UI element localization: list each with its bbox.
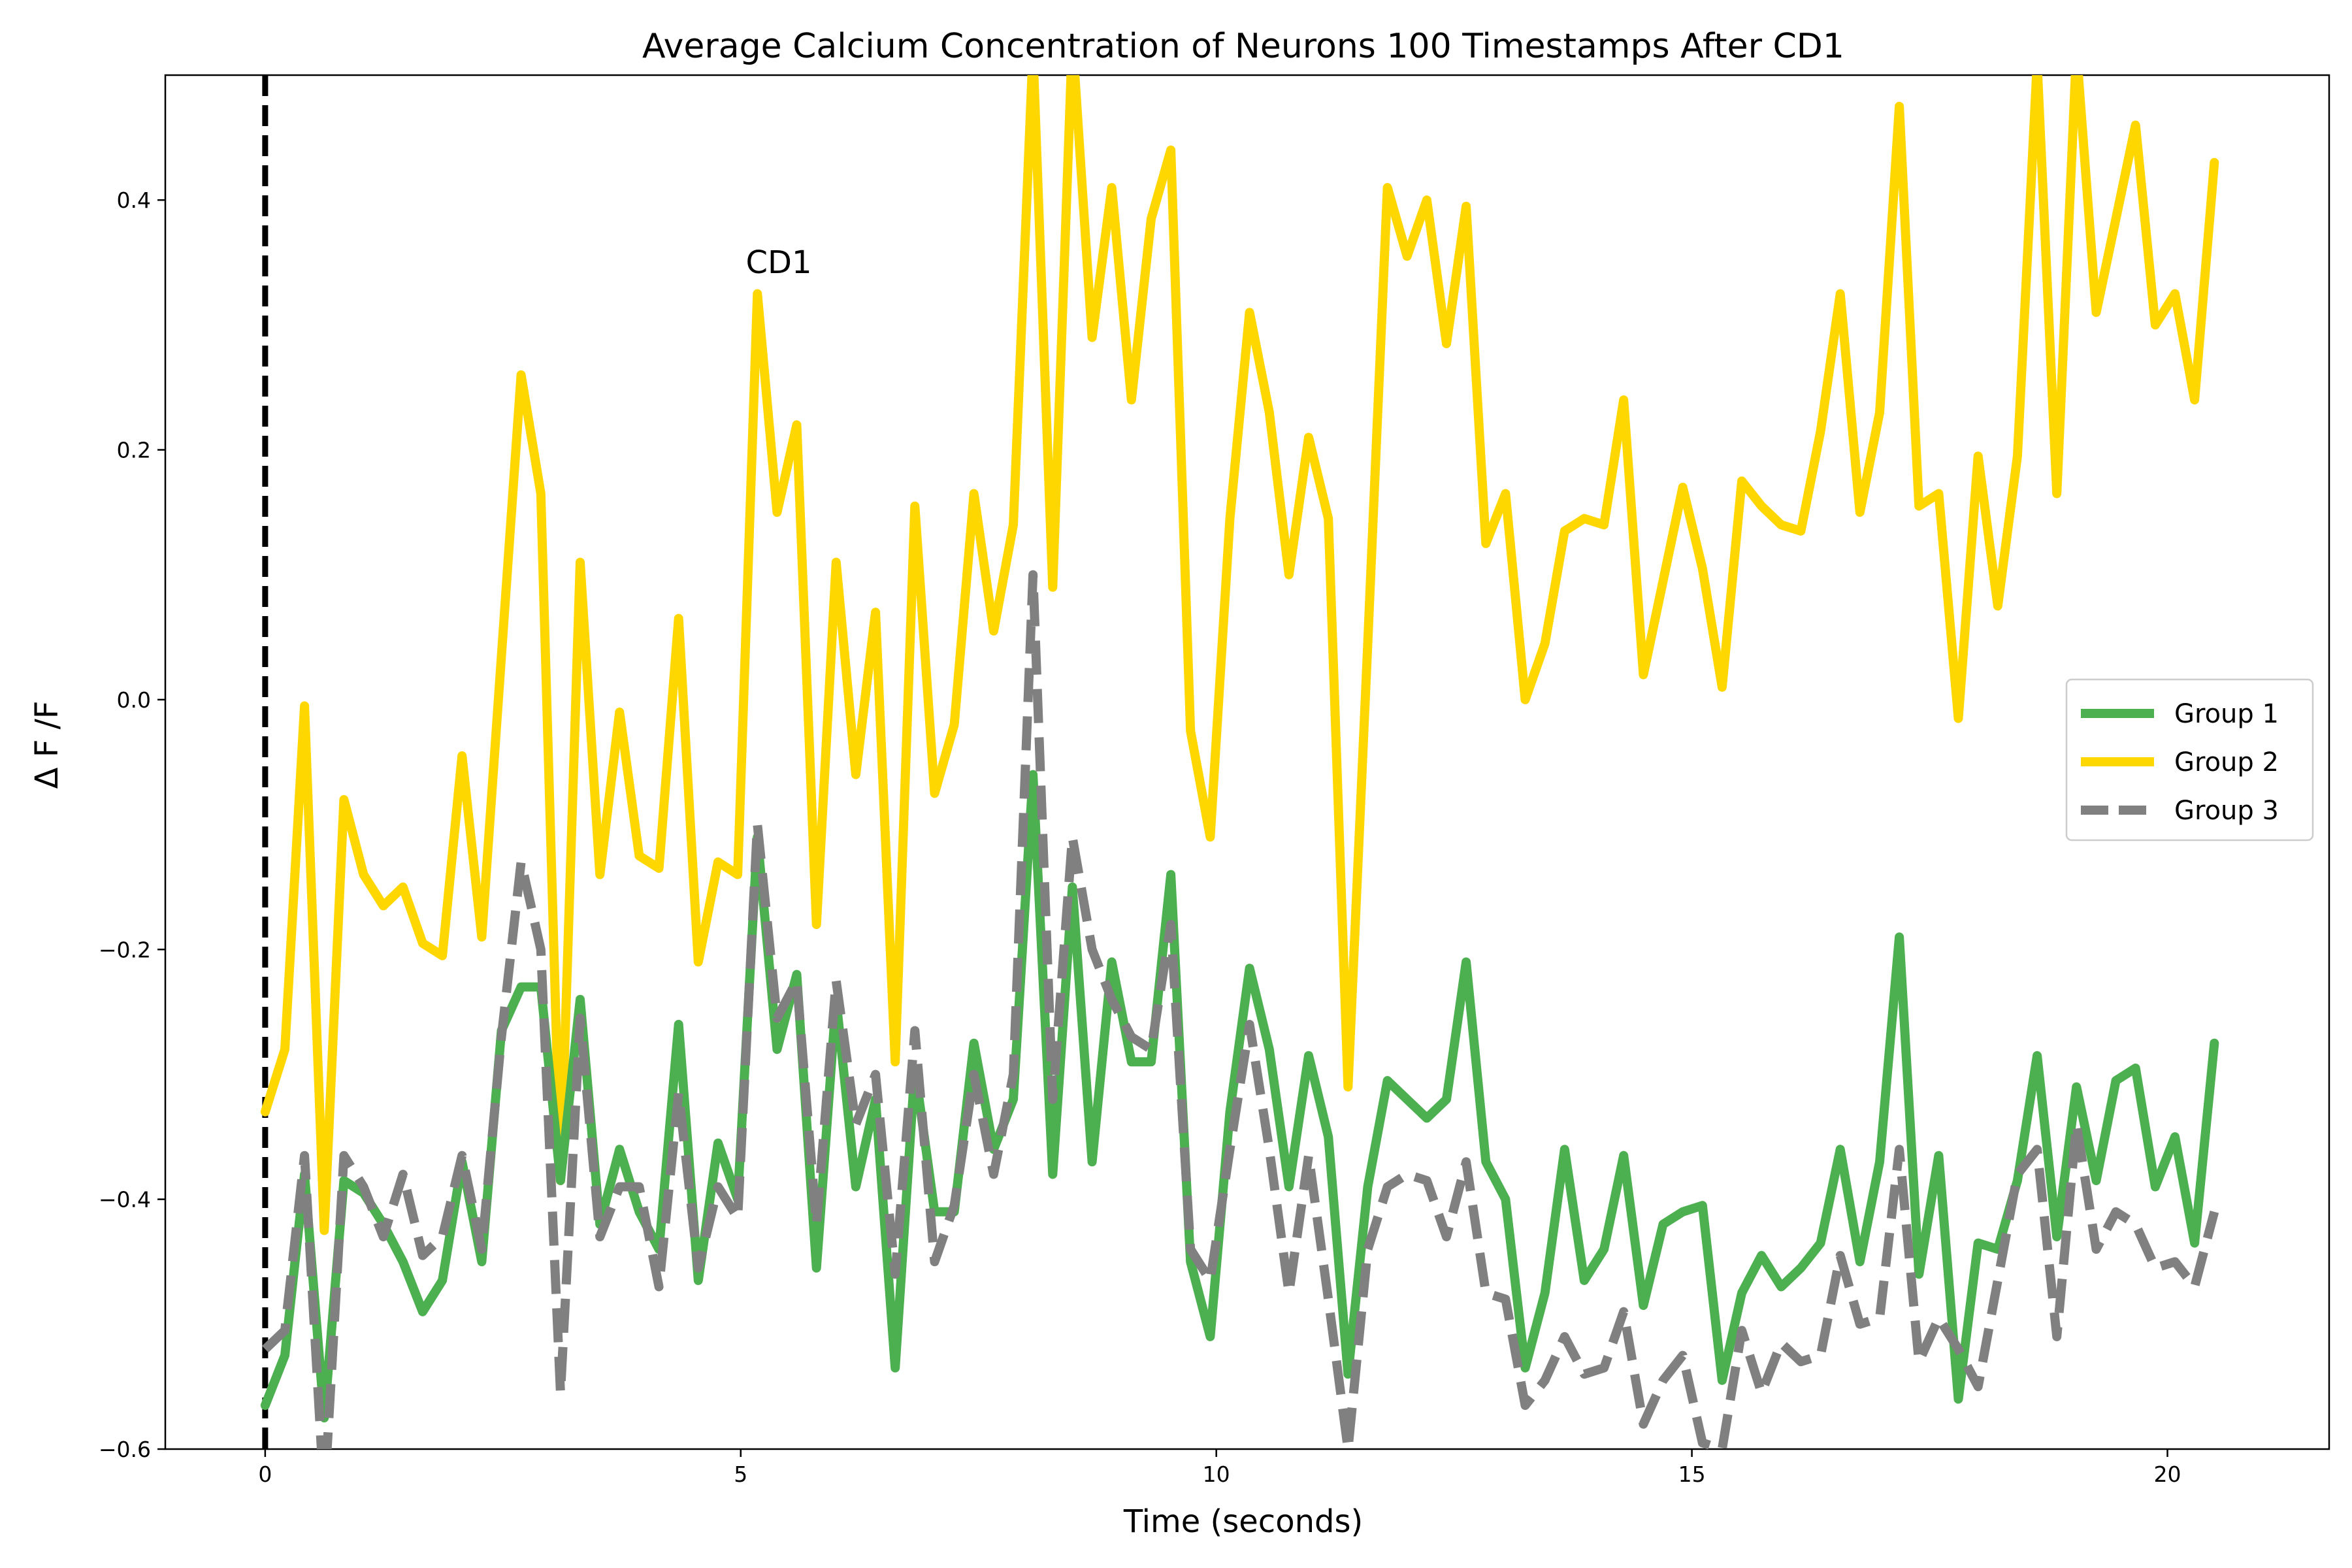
legend-label: Group 1 bbox=[2174, 699, 2279, 729]
series-group bbox=[260, 75, 2219, 1449]
y-axis-label: Δ F /F bbox=[29, 701, 65, 789]
x-tick-label: 15 bbox=[1678, 1462, 1706, 1487]
x-tick-label: 20 bbox=[2154, 1462, 2181, 1487]
plot-frame bbox=[164, 74, 2330, 1450]
x-tick-label: 5 bbox=[734, 1462, 747, 1487]
annotation-cd1: CD1 bbox=[745, 244, 811, 281]
x-axis-label: Time (seconds) bbox=[1123, 1503, 1363, 1540]
y-tick-label: 0.2 bbox=[117, 438, 151, 463]
series-line-group-3 bbox=[262, 570, 2219, 1449]
legend-box bbox=[2065, 678, 2314, 841]
plot-area: 0 5 10 15 20 −0.6 −0.4 −0.2 0.0 0.2 0.4 CD1 bbox=[99, 74, 2330, 1487]
chart-title: Average Calcium Concentration of Neurons… bbox=[642, 27, 1844, 66]
y-tick-label: −0.6 bbox=[99, 1437, 151, 1462]
x-tick-label: 0 bbox=[258, 1462, 272, 1487]
y-tick-label: 0.4 bbox=[117, 188, 151, 213]
series-line-group-2 bbox=[260, 75, 2219, 1235]
legend: Group 1 Group 2 Group 3 bbox=[2065, 678, 2314, 841]
legend-label: Group 2 bbox=[2174, 747, 2279, 777]
y-tick-label: 0.0 bbox=[117, 687, 151, 713]
legend-label: Group 3 bbox=[2174, 796, 2279, 826]
x-tick-label: 10 bbox=[1203, 1462, 1230, 1487]
y-tick-label: −0.2 bbox=[99, 937, 151, 962]
y-tick-label: −0.4 bbox=[99, 1187, 151, 1213]
